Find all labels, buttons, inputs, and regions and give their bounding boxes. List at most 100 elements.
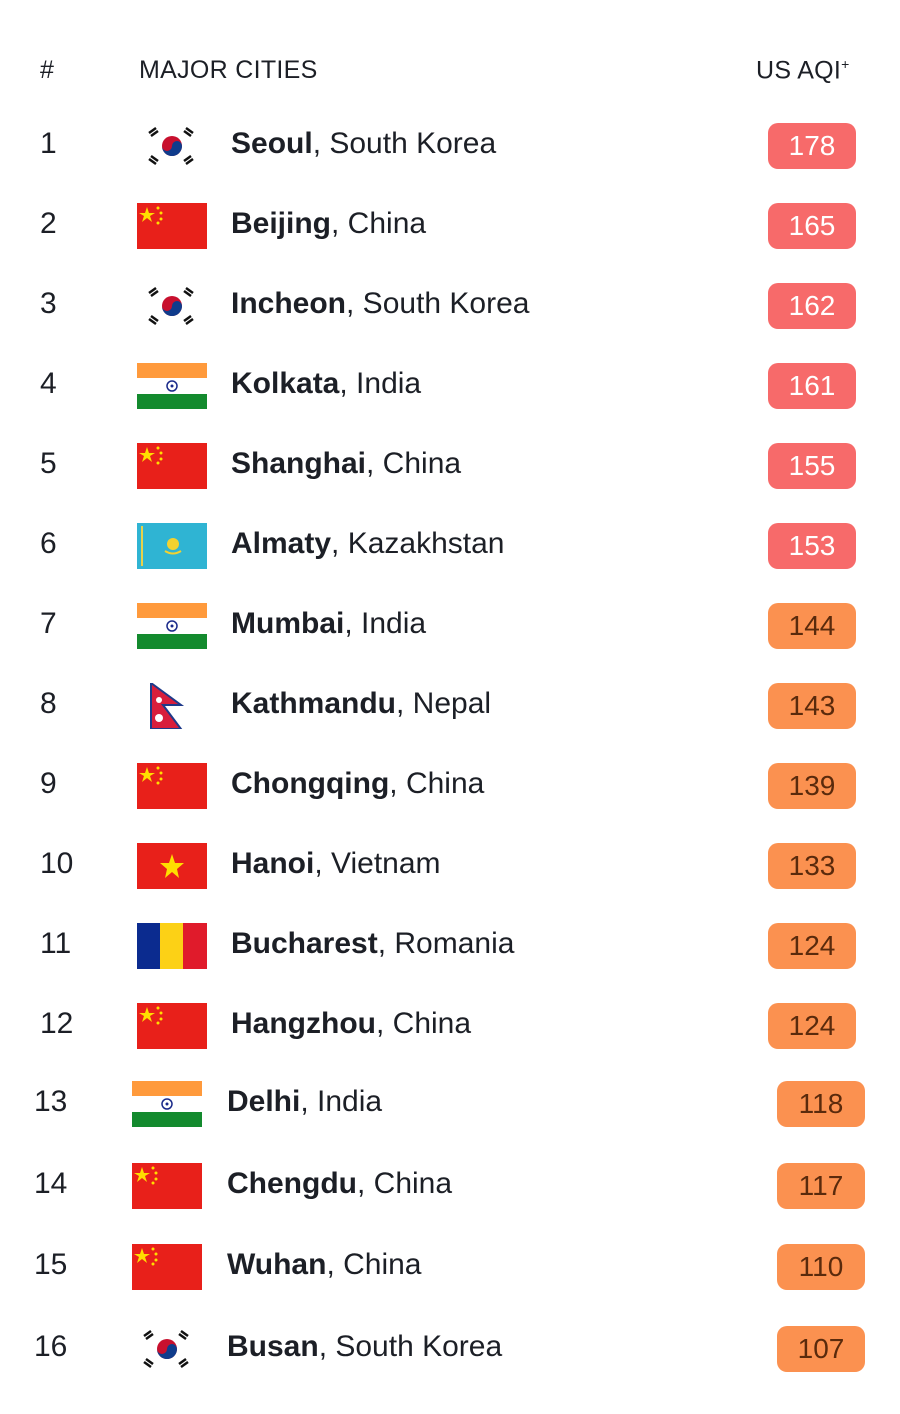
city-label: Almaty bbox=[231, 527, 332, 560]
city-row[interactable]: 5 Shanghai, China 155 bbox=[0, 435, 900, 495]
south-korea-flag-icon bbox=[137, 123, 207, 169]
rank-number: 12 bbox=[40, 1007, 74, 1040]
city-name[interactable]: Chongqing, China bbox=[231, 767, 484, 801]
city-label: Seoul bbox=[231, 127, 313, 160]
city-label: Hangzhou bbox=[231, 1007, 376, 1040]
rank-number: 10 bbox=[40, 847, 74, 880]
city-name[interactable]: Bucharest, Romania bbox=[231, 927, 514, 961]
city-label: Delhi bbox=[227, 1085, 301, 1118]
aqi-badge: 143 bbox=[768, 683, 856, 729]
aqi-badge: 162 bbox=[768, 283, 856, 329]
city-row[interactable]: 12 Hangzhou, China 124 bbox=[0, 995, 900, 1055]
india-flag-icon bbox=[132, 1081, 202, 1127]
city-name[interactable]: Kolkata, India bbox=[231, 367, 421, 401]
china-flag-icon bbox=[137, 443, 207, 489]
country-label: , Romania bbox=[377, 927, 515, 960]
country-label: , India bbox=[344, 607, 427, 640]
city-name[interactable]: Delhi, India bbox=[227, 1085, 382, 1119]
city-name[interactable]: Hangzhou, China bbox=[231, 1007, 471, 1041]
vietnam-flag-icon bbox=[137, 843, 207, 889]
city-row[interactable]: 13 Delhi, India 118 bbox=[0, 1073, 900, 1133]
city-label: Mumbai bbox=[231, 607, 345, 640]
city-row[interactable]: 10 Hanoi, Vietnam 133 bbox=[0, 835, 900, 895]
aqi-badge: 117 bbox=[777, 1162, 865, 1209]
rank-number: 3 bbox=[40, 287, 57, 320]
city-name[interactable]: Kathmandu, Nepal bbox=[231, 687, 491, 721]
aqi-badge: 107 bbox=[777, 1326, 865, 1373]
aqi-column-header[interactable]: US AQI+ bbox=[756, 56, 850, 85]
city-row[interactable]: 3 Incheon, South Korea 162 bbox=[0, 275, 900, 335]
country-label: , China bbox=[356, 1166, 453, 1200]
china-flag-icon bbox=[132, 1162, 202, 1209]
city-row[interactable]: 16 Busan, South Korea 107 bbox=[0, 1318, 900, 1378]
city-row[interactable]: 14 Chengdu, China 117 bbox=[0, 1155, 900, 1215]
aqi-badge: 124 bbox=[768, 1003, 856, 1049]
city-label: Hanoi bbox=[231, 847, 315, 880]
city-name[interactable]: Wuhan, China bbox=[227, 1248, 422, 1282]
city-name[interactable]: Mumbai, India bbox=[231, 607, 426, 641]
romania-flag-icon bbox=[137, 923, 207, 969]
country-label: , Vietnam bbox=[314, 847, 441, 880]
country-label: , South Korea bbox=[346, 287, 530, 320]
india-flag-icon bbox=[137, 363, 207, 409]
rank-number: 14 bbox=[34, 1166, 68, 1200]
city-label: Kathmandu bbox=[231, 687, 396, 720]
city-row[interactable]: 4 Kolkata, India 161 bbox=[0, 355, 900, 415]
rank-number: 1 bbox=[40, 127, 57, 160]
country-label: , China bbox=[366, 447, 462, 480]
nepal-flag-icon bbox=[137, 683, 207, 729]
aqi-badge: 139 bbox=[768, 763, 856, 809]
aqi-badge: 161 bbox=[768, 363, 856, 409]
city-row[interactable]: 8 Kathmandu, Nepal 143 bbox=[0, 675, 900, 735]
city-label: Chongqing bbox=[231, 767, 390, 800]
aqi-badge: 153 bbox=[768, 523, 856, 569]
country-label: , India bbox=[300, 1085, 383, 1118]
city-name[interactable]: Hanoi, Vietnam bbox=[231, 847, 441, 881]
country-label: , China bbox=[326, 1248, 422, 1282]
rank-number: 9 bbox=[40, 767, 57, 800]
city-row[interactable]: 11 Bucharest, Romania 124 bbox=[0, 915, 900, 975]
country-label: , Nepal bbox=[396, 687, 492, 720]
city-name[interactable]: Beijing, China bbox=[231, 207, 426, 241]
city-row[interactable]: 6 Almaty, Kazakhstan 153 bbox=[0, 515, 900, 575]
city-name[interactable]: Shanghai, China bbox=[231, 447, 461, 481]
rank-number: 2 bbox=[40, 207, 57, 240]
city-row[interactable]: 7 Mumbai, India 144 bbox=[0, 595, 900, 655]
aqi-badge: 118 bbox=[777, 1081, 865, 1127]
aqi-label: US AQI bbox=[756, 56, 842, 85]
city-name[interactable]: Busan, South Korea bbox=[227, 1330, 502, 1364]
china-flag-icon bbox=[137, 1003, 207, 1049]
city-label: Busan bbox=[227, 1330, 319, 1364]
kazakhstan-flag-icon bbox=[137, 523, 207, 569]
city-label: Beijing bbox=[231, 207, 332, 240]
city-row[interactable]: 9 Chongqing, China 139 bbox=[0, 755, 900, 815]
city-name[interactable]: Seoul, South Korea bbox=[231, 127, 496, 161]
aqi-badge: 124 bbox=[768, 923, 856, 969]
rank-column-header: # bbox=[40, 56, 55, 84]
city-name[interactable]: Incheon, South Korea bbox=[231, 287, 529, 321]
cities-column-header: MAJOR CITIES bbox=[139, 56, 318, 84]
city-row[interactable]: 15 Wuhan, China 110 bbox=[0, 1236, 900, 1296]
city-row[interactable]: 1 Seoul, South Korea 178 bbox=[0, 115, 900, 175]
aqi-badge: 165 bbox=[768, 203, 856, 249]
rank-number: 7 bbox=[40, 607, 57, 640]
india-flag-icon bbox=[137, 603, 207, 649]
china-flag-icon bbox=[132, 1244, 202, 1291]
city-label: Wuhan bbox=[227, 1248, 327, 1282]
aqi-badge: 178 bbox=[768, 123, 856, 169]
city-name[interactable]: Almaty, Kazakhstan bbox=[231, 527, 504, 561]
rank-number: 13 bbox=[34, 1085, 68, 1118]
rank-number: 6 bbox=[40, 527, 57, 560]
city-row[interactable]: 2 Beijing, China 165 bbox=[0, 195, 900, 255]
country-label: , South Korea bbox=[312, 127, 497, 160]
china-flag-icon bbox=[137, 763, 207, 809]
country-label: , India bbox=[339, 367, 422, 400]
country-label: , Kazakhstan bbox=[331, 527, 505, 560]
city-name[interactable]: Chengdu, China bbox=[227, 1167, 452, 1201]
city-label: Chengdu bbox=[227, 1166, 357, 1200]
aqi-badge: 133 bbox=[768, 843, 856, 889]
rank-number: 15 bbox=[34, 1248, 68, 1282]
south-korea-flag-icon bbox=[137, 283, 207, 329]
city-label: Kolkata bbox=[231, 367, 340, 400]
city-label: Bucharest bbox=[231, 927, 378, 960]
